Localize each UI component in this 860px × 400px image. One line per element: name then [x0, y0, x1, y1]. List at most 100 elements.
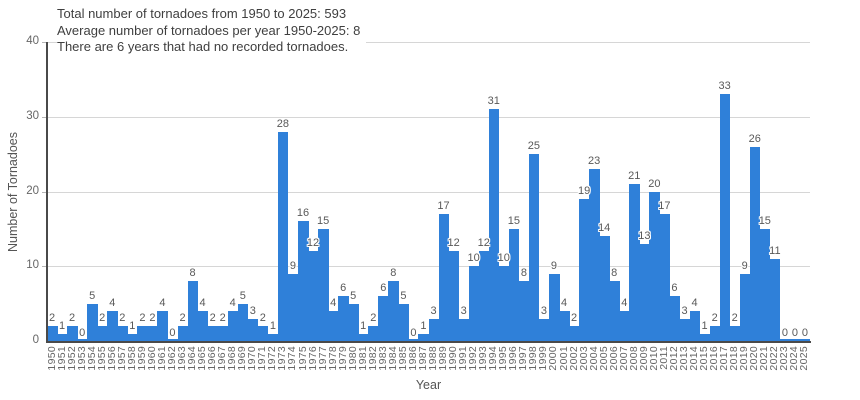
bar-value-label: 26: [748, 132, 761, 145]
bar[interactable]: [338, 296, 349, 341]
bar[interactable]: [458, 318, 470, 341]
bar-value-label: 1: [701, 319, 708, 332]
bar-value-label: 5: [400, 289, 407, 302]
bar[interactable]: [629, 184, 640, 341]
bar[interactable]: [47, 326, 58, 341]
bar[interactable]: [398, 303, 409, 341]
bar[interactable]: [378, 296, 389, 341]
bar[interactable]: [107, 311, 118, 341]
bar[interactable]: [147, 326, 158, 341]
bar[interactable]: [689, 311, 701, 341]
bar[interactable]: [508, 228, 520, 341]
bar[interactable]: [428, 318, 440, 341]
bar[interactable]: [448, 251, 460, 341]
bar[interactable]: [609, 281, 620, 341]
bar[interactable]: [328, 311, 339, 341]
bar[interactable]: [749, 146, 761, 341]
bar[interactable]: [619, 311, 630, 341]
bar[interactable]: [187, 281, 199, 341]
bar[interactable]: [368, 326, 379, 341]
bar-value-label: 4: [199, 297, 206, 310]
y-tick-mark: [42, 191, 46, 193]
bar[interactable]: [498, 266, 510, 341]
bar-value-label: 2: [259, 312, 266, 325]
gridline: [47, 191, 810, 193]
bar[interactable]: [247, 318, 259, 341]
bar-value-label: 4: [330, 297, 337, 310]
bar[interactable]: [739, 273, 751, 341]
bar-value-label: 2: [119, 312, 126, 325]
bar[interactable]: [57, 333, 68, 341]
bar[interactable]: [669, 296, 680, 341]
bar[interactable]: [297, 221, 309, 341]
bar-value-label: 23: [588, 155, 601, 168]
bar-value-label: 2: [149, 312, 156, 325]
bar[interactable]: [579, 198, 590, 341]
bar[interactable]: [197, 311, 209, 341]
bar[interactable]: [589, 169, 600, 341]
bar[interactable]: [117, 326, 128, 341]
bar-value-label: 2: [571, 312, 578, 325]
bar[interactable]: [318, 228, 329, 341]
bar[interactable]: [137, 326, 148, 341]
bar-value-label: 2: [139, 312, 146, 325]
bar[interactable]: [418, 333, 429, 341]
bar[interactable]: [97, 326, 108, 341]
bar[interactable]: [548, 273, 560, 341]
bar[interactable]: [569, 326, 580, 341]
bar[interactable]: [559, 311, 570, 341]
bar-value-label: 0: [801, 327, 809, 339]
bar[interactable]: [87, 303, 98, 341]
bar[interactable]: [217, 326, 229, 341]
bar[interactable]: [287, 273, 299, 341]
bar[interactable]: [649, 191, 660, 341]
bar[interactable]: [769, 258, 781, 341]
bar[interactable]: [358, 333, 369, 341]
bar[interactable]: [257, 326, 269, 341]
bar[interactable]: [709, 326, 721, 341]
bar[interactable]: [277, 131, 289, 341]
bar[interactable]: [207, 326, 219, 341]
y-tick-label: 30: [26, 109, 39, 122]
bar[interactable]: [127, 333, 138, 341]
bar[interactable]: [488, 109, 500, 341]
bar-value-label: 4: [691, 297, 698, 310]
bar[interactable]: [478, 251, 490, 341]
annotation-line-average: Average number of tornadoes per year 195…: [57, 22, 361, 38]
bar[interactable]: [438, 213, 450, 341]
x-axis-line: [46, 341, 811, 343]
bar[interactable]: [518, 281, 530, 341]
bar-value-label: 10: [467, 252, 480, 265]
bar[interactable]: [719, 94, 731, 341]
bar[interactable]: [227, 311, 239, 341]
y-tick-label: 0: [32, 334, 39, 346]
bar-value-label: 15: [758, 214, 771, 227]
bar-value-label: 3: [540, 304, 548, 317]
bar-value-label: 4: [109, 297, 116, 310]
bar[interactable]: [348, 303, 359, 341]
bar[interactable]: [538, 318, 550, 341]
bar-value-label: 2: [711, 312, 718, 325]
bar[interactable]: [67, 326, 78, 341]
bar[interactable]: [699, 333, 711, 341]
bar[interactable]: [759, 228, 771, 341]
bar[interactable]: [729, 326, 741, 341]
bar[interactable]: [388, 281, 399, 341]
bar[interactable]: [679, 318, 691, 341]
bar[interactable]: [468, 266, 480, 341]
bar-value-label: 1: [420, 319, 427, 332]
bar[interactable]: [237, 303, 249, 341]
bar-value-label: 25: [527, 140, 541, 153]
bar-value-label: 3: [249, 304, 256, 317]
bar[interactable]: [308, 251, 319, 341]
bar-value-label: 19: [577, 184, 591, 197]
bar[interactable]: [639, 243, 650, 341]
bar[interactable]: [528, 154, 540, 341]
bar[interactable]: [267, 333, 279, 341]
bar[interactable]: [659, 213, 670, 341]
bar[interactable]: [157, 311, 168, 341]
bar[interactable]: [599, 236, 610, 341]
bar-value-label: 12: [447, 237, 460, 250]
bar[interactable]: [177, 326, 189, 341]
